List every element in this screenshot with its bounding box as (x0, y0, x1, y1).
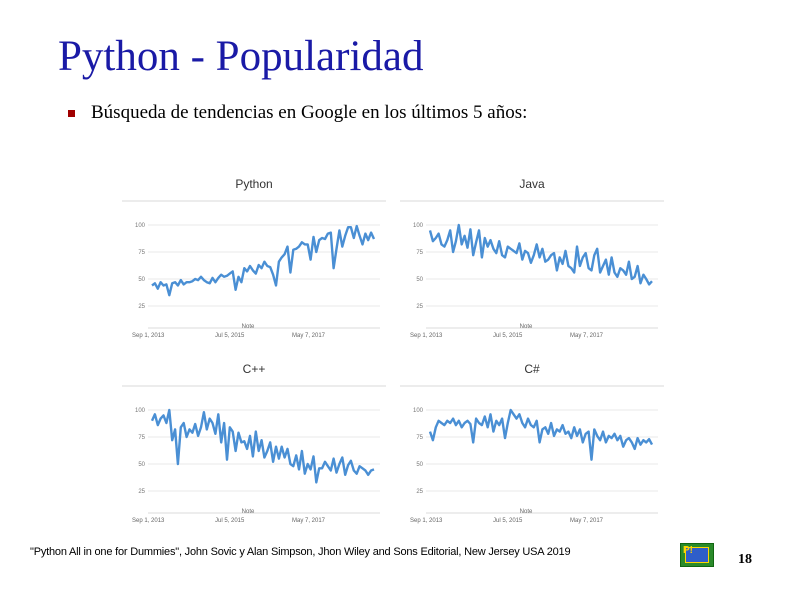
chart-note: Note (242, 324, 255, 330)
page-number: 18 (738, 552, 752, 567)
series-line (428, 408, 654, 461)
y-tick-label: 100 (135, 223, 146, 229)
y-tick-label: 50 (416, 277, 423, 283)
x-tick-label: Sep 1, 2013 (410, 518, 443, 524)
chart-panel-python: Python 100 75 50 25 Sep 1, 2013 Jul 5, 2015 May… (122, 170, 386, 340)
x-tick-label: May 7, 2017 (570, 518, 604, 524)
series-line (151, 224, 376, 297)
logo-inner (685, 547, 709, 563)
square-bullet-icon (68, 109, 75, 117)
series-line (428, 223, 653, 286)
x-tick-label: Jul 5, 2015 (493, 333, 523, 339)
x-tick-label: Jul 5, 2015 (215, 518, 245, 524)
chart-svg: C# 100 75 50 25 Sep 1, 2013 Jul 5, 2015 May 7, … (400, 362, 664, 524)
bullet-text: Búsqueda de tendencias en Google en los … (91, 102, 528, 123)
y-tick-label: 75 (416, 250, 423, 256)
y-tick-label: 50 (138, 462, 145, 468)
chart-note: Note (242, 509, 255, 515)
chart-svg: Python 100 75 50 25 Sep 1, 2013 Jul 5, 2015 May… (122, 177, 386, 339)
chart-panel-java: Java 100 75 50 25 Sep 1, 2013 Jul 5, 2015 May 7… (400, 170, 664, 340)
y-tick-label: 25 (138, 304, 145, 310)
chart-svg: C++ 100 75 50 25 Sep 1, 2013 Jul 5, 2015 May 7,… (122, 362, 386, 524)
publisher-logo-icon: P! (680, 543, 714, 567)
chart-title: Java (519, 177, 545, 191)
y-tick-label: 25 (416, 489, 423, 495)
y-tick-label: 75 (138, 435, 145, 441)
chart-panel-cpp: C++ 100 75 50 25 Sep 1, 2013 Jul 5, 2015 May 7,… (122, 355, 386, 525)
chart-title: Python (235, 177, 272, 191)
chart-svg: Java 100 75 50 25 Sep 1, 2013 Jul 5, 2015 May 7… (400, 177, 664, 339)
y-tick-label: 75 (416, 435, 423, 441)
bullet-item: Búsqueda de tendencias en Google en los … (68, 102, 527, 124)
x-tick-label: Jul 5, 2015 (493, 518, 523, 524)
chart-title: C# (524, 362, 540, 376)
chart-note: Note (520, 509, 533, 515)
x-tick-label: Sep 1, 2013 (410, 333, 443, 339)
logo-glyph: P! (683, 545, 693, 556)
x-tick-label: May 7, 2017 (292, 518, 326, 524)
y-tick-label: 100 (413, 223, 424, 229)
x-tick-label: May 7, 2017 (570, 333, 604, 339)
x-tick-label: May 7, 2017 (292, 333, 326, 339)
y-tick-label: 100 (413, 408, 424, 414)
x-tick-label: Jul 5, 2015 (215, 333, 245, 339)
slide-title: Python - Popularidad (58, 33, 424, 80)
x-tick-label: Sep 1, 2013 (132, 333, 165, 339)
y-tick-label: 50 (416, 462, 423, 468)
y-tick-label: 25 (138, 489, 145, 495)
y-tick-label: 100 (135, 408, 146, 414)
series-line (150, 408, 375, 484)
chart-title: C++ (243, 362, 266, 376)
y-tick-label: 25 (416, 304, 423, 310)
chart-note: Note (520, 324, 533, 330)
x-tick-label: Sep 1, 2013 (132, 518, 165, 524)
chart-panel-csharp: C# 100 75 50 25 Sep 1, 2013 Jul 5, 2015 May 7, … (400, 355, 664, 525)
y-tick-label: 50 (138, 277, 145, 283)
citation: "Python All in one for Dummies", John So… (30, 546, 571, 558)
y-tick-label: 75 (138, 250, 145, 256)
